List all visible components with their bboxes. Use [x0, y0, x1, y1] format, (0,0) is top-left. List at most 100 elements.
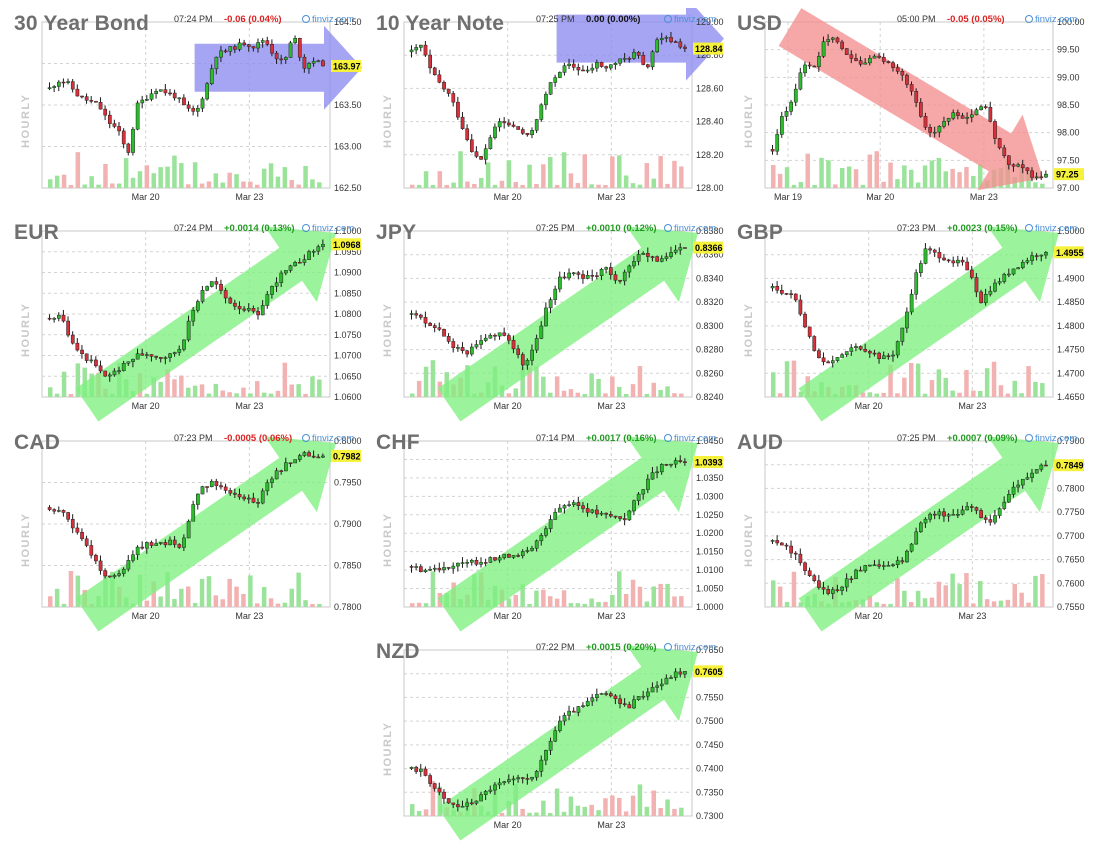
volume-bar	[275, 603, 281, 607]
candle-body	[94, 100, 98, 103]
volume-bar	[172, 155, 177, 188]
volume-bar	[978, 580, 983, 607]
candle-body	[321, 244, 325, 247]
candle-body	[483, 791, 488, 795]
volume-bar	[282, 602, 288, 607]
finviz-brand-link[interactable]: finviz.com	[664, 642, 716, 653]
candle-body	[604, 267, 609, 270]
candle-body	[895, 341, 900, 356]
candle-body	[548, 519, 553, 529]
candle-body	[154, 543, 159, 546]
finviz-brand-link[interactable]: finviz.com	[664, 433, 716, 444]
candle-body	[520, 354, 525, 366]
candle-body	[618, 58, 622, 64]
candle-body	[446, 336, 451, 342]
volume-bar	[206, 181, 212, 188]
candle-body	[627, 704, 632, 709]
finviz-brand-link[interactable]: finviz.com	[664, 223, 716, 234]
chart-panel-10-year-note[interactable]: Mar 20 Mar 23 129.00 128.80 128.60 128.40 128.…	[374, 8, 729, 213]
volume-bar	[874, 393, 879, 397]
candle-body	[632, 699, 636, 709]
volume-bar	[784, 602, 790, 607]
candle-body	[969, 269, 974, 278]
volume-bar	[922, 393, 928, 397]
volume-bar	[936, 369, 942, 397]
volume-bar	[234, 586, 239, 607]
volume-bar	[554, 184, 560, 188]
y-tick-label: 97.00	[1057, 183, 1080, 193]
volume-bar	[902, 377, 907, 397]
candle-body	[47, 317, 52, 320]
candle-body	[576, 67, 581, 71]
y-tick-label: 1.0050	[696, 584, 724, 594]
finviz-brand-link[interactable]: finviz.com	[1025, 433, 1077, 444]
finviz-brand-link[interactable]: finviz.com	[1025, 223, 1077, 234]
quote-time: 07:23 PM	[174, 433, 213, 443]
candle-body	[673, 41, 678, 43]
candle-body	[214, 56, 219, 69]
finviz-brand-link[interactable]: finviz.com	[302, 14, 354, 25]
chart-panel-cad[interactable]: Mar 20 Mar 23 0.8000 0.7950 0.7900 0.7850 0.78…	[12, 427, 367, 632]
volume-bar	[48, 387, 53, 397]
candle-body	[900, 560, 905, 563]
x-tick-label: Mar 23	[970, 192, 998, 202]
chart-panel-usd[interactable]: Mar 19 Mar 20 Mar 23 100.00 99.50 99.00 98.50 9…	[735, 8, 1090, 213]
y-tick-label: 1.0300	[696, 491, 724, 501]
candle-body	[835, 37, 840, 43]
volume-bar	[915, 363, 921, 397]
finviz-globe-icon	[664, 434, 672, 442]
candle-body	[946, 118, 951, 122]
volume-bar	[158, 167, 163, 188]
chart-panel-eur[interactable]: Mar 20 Mar 23 1.1000 1.0950 1.0900 1.0850 1.08…	[12, 217, 367, 422]
volume-bar	[444, 184, 449, 188]
volume-bar	[213, 173, 219, 188]
candle-body	[511, 555, 516, 558]
candle-body	[905, 311, 909, 329]
candle-body	[886, 61, 891, 63]
candle-body	[669, 252, 673, 257]
volume-bar	[888, 364, 893, 397]
candle-body	[946, 259, 951, 262]
finviz-brand-link[interactable]: finviz.com	[1025, 14, 1077, 25]
candle-body	[428, 775, 432, 784]
volume-bar	[548, 812, 553, 816]
candle-body	[479, 156, 483, 160]
candle-body	[821, 41, 826, 57]
volume-bar	[819, 157, 824, 188]
finviz-brand-link[interactable]: finviz.com	[302, 223, 354, 234]
volume-bar	[282, 362, 288, 397]
finviz-brand-link[interactable]: finviz.com	[302, 433, 354, 444]
chart-panel-jpy[interactable]: Mar 20 Mar 23 0.8380 0.8360 0.8340 0.8320 0.83…	[374, 217, 729, 422]
candle-body	[66, 512, 70, 520]
volume-bar	[936, 581, 942, 607]
candle-body	[576, 706, 581, 713]
candle-body	[516, 555, 521, 557]
candle-body	[1002, 274, 1007, 282]
candle-body	[302, 56, 307, 69]
x-tick-label: Mar 20	[855, 401, 883, 411]
volume-bar	[213, 383, 219, 397]
candle-body	[909, 84, 914, 92]
volume-bar	[527, 164, 532, 188]
candle-body	[80, 95, 84, 98]
candle-body	[414, 47, 419, 51]
candle-body	[826, 589, 831, 594]
candle-body	[979, 510, 983, 518]
volume-bar	[430, 360, 436, 397]
y-tick-label: 1.0800	[334, 309, 362, 319]
candle-body	[469, 346, 474, 355]
finviz-brand-link[interactable]: finviz.com	[664, 14, 716, 25]
candle-body	[988, 107, 993, 122]
candle-body	[274, 282, 279, 287]
candle-body	[1016, 164, 1021, 167]
candle-body	[919, 102, 923, 117]
candle-body	[812, 575, 817, 581]
volume-bar	[548, 392, 553, 397]
volume-bar	[268, 598, 274, 607]
candle-body	[297, 38, 302, 58]
